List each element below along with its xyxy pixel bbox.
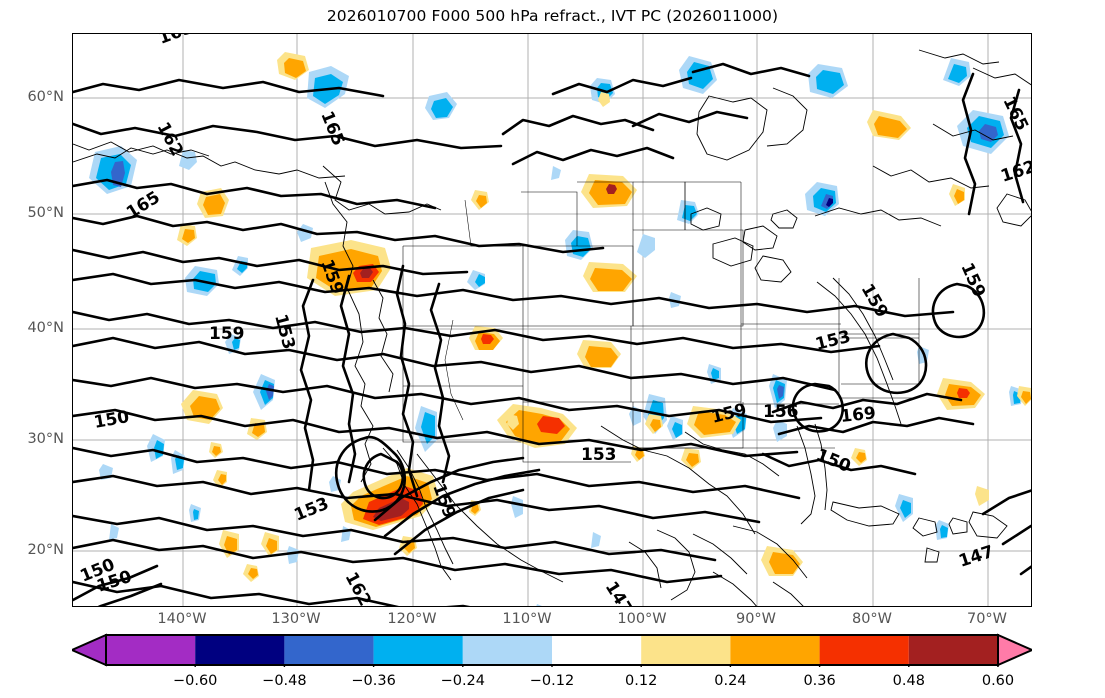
colorbar-segment <box>373 635 463 665</box>
lon-tick-90w: 90°W <box>735 611 777 627</box>
colorbar-segment <box>195 635 285 665</box>
contour-label: 165 <box>316 108 348 148</box>
contour-label: 159 <box>956 260 989 301</box>
colorbar-segment <box>641 635 731 665</box>
colorbar-tick-label: 0.36 <box>803 673 836 689</box>
contour-label: 162 <box>341 569 375 607</box>
page-title: 2026010700 F000 500 hPa refract., IVT PC… <box>326 7 779 25</box>
colorbar-container[interactable]: −0.60 −0.48 −0.36 −0.24 −0.12 0.12 0.24 0.36 0.4… <box>0 633 1105 698</box>
lon-tick-120w: 120°W <box>387 611 437 627</box>
colorbar-segment <box>552 635 642 665</box>
colorbar-segment <box>908 635 998 665</box>
lon-tick-130w: 130°W <box>271 611 321 627</box>
contour-label: 159 <box>857 281 892 322</box>
contour-label: 169 <box>839 403 876 427</box>
colorbar-segment <box>284 635 374 665</box>
contour-label: 150 <box>92 407 131 433</box>
lon-tick-70w: 70°W <box>966 611 1008 627</box>
contour-label: 162 <box>153 119 187 160</box>
colorbar-segment <box>106 635 196 665</box>
lon-tick-100w: 100°W <box>617 611 667 627</box>
contour-label: 165 <box>156 34 196 49</box>
lat-tick-50n: 50°N <box>27 205 64 221</box>
contour-label: 162 <box>998 157 1032 187</box>
coastlines-borders <box>73 49 1031 606</box>
colorbar-tick-label: −0.48 <box>262 673 307 689</box>
colorbar-extend-high <box>997 633 1032 667</box>
colorbar-tick-label: −0.36 <box>351 673 396 689</box>
map-axes[interactable]: 165 162 165 165 159 159 153 150 153 159 … <box>72 33 1032 607</box>
contour-label: 147 <box>601 578 637 607</box>
colorbar-tick-label: 0.48 <box>892 673 925 689</box>
colorbar-ticks <box>194 665 999 667</box>
contour-label: 147 <box>956 542 996 572</box>
colorbar-tick-label: −0.60 <box>172 673 218 689</box>
lat-tick-30n: 30°N <box>27 431 64 447</box>
colorbar-segment <box>819 635 909 665</box>
colorbar-tick-label: 0.24 <box>714 673 747 689</box>
colorbar-extend-low <box>72 633 107 667</box>
contour-label: 159 <box>209 324 245 344</box>
colorbar[interactable] <box>72 633 1032 667</box>
lat-tick-20n: 20°N <box>27 542 64 558</box>
map-plot: 165 162 165 165 159 159 153 150 153 159 … <box>73 34 1032 607</box>
colorbar-segment <box>462 635 552 665</box>
colorbar-tick-label: 0.12 <box>625 673 658 689</box>
lat-tick-40n: 40°N <box>27 320 64 336</box>
lat-tick-60n: 60°N <box>27 89 64 105</box>
shaded-anomalies <box>89 52 1031 606</box>
contour-label: 156 <box>763 402 799 422</box>
contour-label: 150 <box>813 445 854 477</box>
colorbar-segment <box>730 635 820 665</box>
lon-tick-110w: 110°W <box>502 611 552 627</box>
contour-label: 153 <box>581 445 617 465</box>
contour-label: 153 <box>270 312 299 351</box>
lon-tick-80w: 80°W <box>851 611 893 627</box>
contour-lines <box>73 62 1031 606</box>
lon-tick-140w: 140°W <box>157 611 207 627</box>
colorbar-tick-label: 0.60 <box>981 673 1015 689</box>
colorbar-tick-label: −0.24 <box>440 673 486 689</box>
positive-anomaly-patches <box>177 52 1031 582</box>
colorbar-segments <box>106 635 998 665</box>
colorbar-tick-label: −0.12 <box>529 673 575 689</box>
